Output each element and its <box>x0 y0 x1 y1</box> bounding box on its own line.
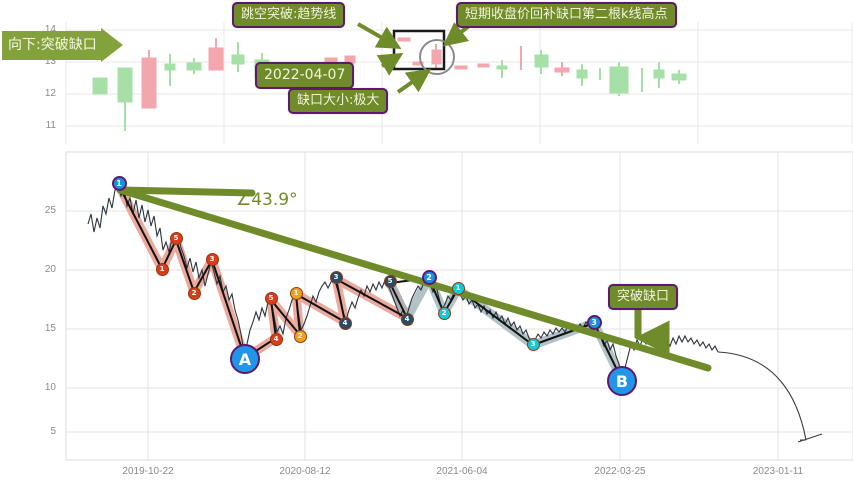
wave-marker-5-1: 5 <box>169 231 183 245</box>
top-ytick-14: 14 <box>44 24 56 35</box>
main-ytick-5: 5 <box>50 426 56 437</box>
callout-breakout-gap: 突破缺口 <box>608 284 679 310</box>
wave-marker-a-9: A <box>230 344 260 374</box>
banner-arrow-tip <box>100 28 123 62</box>
wave-marker-1-7: 1 <box>289 286 303 300</box>
wave-marker-1-0: 1 <box>111 175 127 191</box>
callout-arrow-3 <box>396 68 432 94</box>
projection-curve <box>717 351 807 441</box>
wave-marker-b-19: B <box>607 366 637 396</box>
wave-marker-1-2: 1 <box>155 262 169 276</box>
zigzag-wave-line <box>118 185 623 381</box>
gap-down-banner: 向下:突破缺口 <box>2 28 123 62</box>
main-ytick-20: 20 <box>44 264 56 275</box>
wave-marker-2-16: 2 <box>437 306 451 320</box>
wave-marker-5-5: 5 <box>264 291 278 305</box>
main-xtick-3: 2021-06-04 <box>436 466 488 477</box>
wave-marker-2-14: 2 <box>421 269 437 285</box>
main-ytick-25: 25 <box>44 205 56 216</box>
main-xtick-2: 2020-08-12 <box>279 466 331 477</box>
price-line <box>87 184 719 379</box>
wave-marker-3-3: 3 <box>205 252 219 266</box>
downtrend-line <box>116 186 712 372</box>
top-ytick-13: 13 <box>44 56 56 67</box>
gap-down-banner-label: 向下:突破缺口 <box>2 30 101 60</box>
callout-gap-breakout-trendline: 跳空突破:趋势线 <box>232 2 346 28</box>
highlight-rect <box>392 29 446 71</box>
top-ytick-12: 12 <box>44 88 56 99</box>
wave-marker-3-18: 3 <box>586 314 602 330</box>
callout-gap-date: 2022-04-07 <box>255 62 355 89</box>
candlestick-series <box>92 37 687 131</box>
main-ytick-10: 10 <box>44 382 56 393</box>
main-xtick-5: 2023-01-11 <box>752 466 804 477</box>
wave-marker-3-17: 3 <box>526 337 540 351</box>
wave-marker-2-8: 2 <box>293 329 307 343</box>
wave-marker-3-10: 3 <box>329 270 343 284</box>
wave-marker-4-11: 4 <box>338 316 352 330</box>
wave-marker-4-6: 4 <box>269 332 283 346</box>
angle-label: ∠43.9° <box>236 190 298 210</box>
main-xtick-1: 2019-10-22 <box>122 466 174 477</box>
main-xtick-4: 2022-03-25 <box>594 466 646 477</box>
angle-baseline <box>116 186 256 197</box>
top-ytick-11: 11 <box>45 120 56 131</box>
wave-marker-2-4: 2 <box>187 286 201 300</box>
projection-curve-tick <box>797 433 823 443</box>
wave-ribbon-gray <box>385 273 627 385</box>
callout-arrow-2 <box>376 52 404 76</box>
callout-second-k-high: 短期收盘价回补缺口第二根k线高点 <box>456 2 677 28</box>
highlight-circle <box>419 39 455 75</box>
callout-gap-size: 缺口大小:极大 <box>288 88 389 114</box>
wave-marker-4-13: 4 <box>400 312 414 326</box>
callout-arrow-1 <box>357 22 402 49</box>
wave-marker-1-15: 1 <box>451 281 465 295</box>
main-ytick-15: 15 <box>44 323 56 334</box>
wave-marker-5-12: 5 <box>383 274 397 288</box>
